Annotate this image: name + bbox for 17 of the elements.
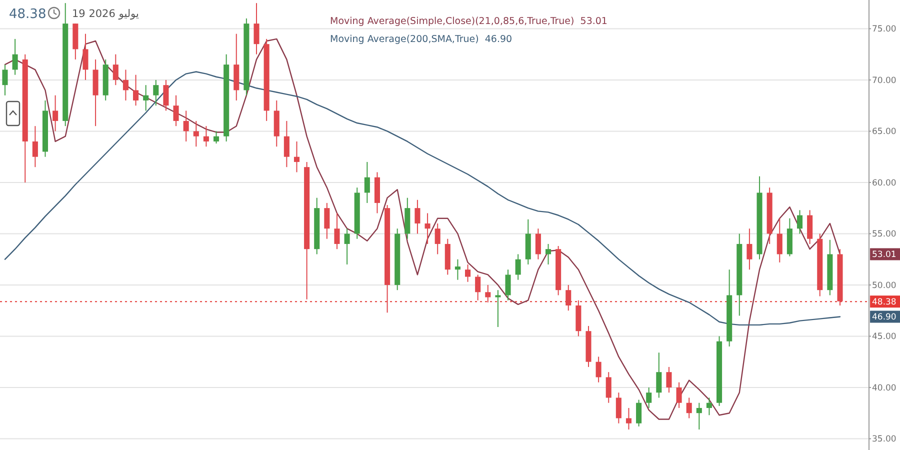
legend-entry: Moving Average(Simple,Close)(21,0,85,6,True,True) 53.01 xyxy=(330,16,608,27)
annotation: 53.01 xyxy=(870,248,900,260)
y-tick-label: 75.00 xyxy=(872,24,896,35)
y-tick-label: 50.00 xyxy=(872,280,896,291)
y-tick-label: 60.00 xyxy=(872,178,896,188)
y-tick-label: 55.00 xyxy=(872,230,896,240)
title: 48.38 xyxy=(9,7,46,22)
ref-line-label: 48.38 xyxy=(872,298,896,308)
y-tick-label: 70.00 xyxy=(872,76,896,86)
y-tick-label: 65.00 xyxy=(872,127,896,138)
ref-line-label: 48.38 xyxy=(870,296,900,308)
subtitle: 19 2026 يوليو xyxy=(72,8,139,20)
annotation: 46.90 xyxy=(870,310,900,323)
y-tick-label: 35.00 xyxy=(872,434,896,445)
legend-entry: Moving Average(200,SMA,True) 46.90 xyxy=(330,34,512,45)
y-tick-label: 40.00 xyxy=(872,383,896,394)
y-tick-label: 45.00 xyxy=(872,332,896,342)
